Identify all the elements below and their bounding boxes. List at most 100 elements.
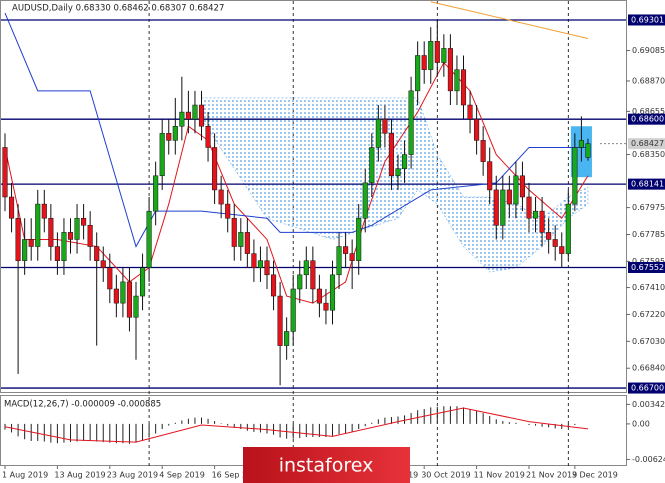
- y-tick-label: 0.67595: [632, 257, 665, 266]
- candle-body: [382, 118, 388, 134]
- x-tick-label: 1 Aug 2019: [2, 471, 48, 480]
- candle-body: [408, 90, 414, 155]
- chart-title: AUDUSD,Daily 0.68330 0.68462 0.68307 0.6…: [12, 4, 224, 14]
- level-tag: [628, 261, 665, 273]
- candle-body: [271, 274, 277, 297]
- candle-body: [578, 140, 584, 148]
- y-tick-label: 0.69085: [632, 46, 665, 55]
- candle-body: [447, 48, 453, 92]
- candle-body: [159, 133, 165, 177]
- x-tick-label: 4 Sep 2019: [159, 471, 205, 480]
- candle-body: [388, 133, 394, 177]
- macd-tick-label: 0.003423: [632, 400, 665, 409]
- level-tag: [628, 178, 665, 190]
- level-tag: [628, 14, 665, 26]
- candle-body: [460, 69, 467, 106]
- watermark-box: [243, 447, 410, 483]
- candle-body: [140, 267, 146, 297]
- level-tag: [628, 382, 665, 394]
- candle-body: [94, 246, 100, 261]
- candle-body: [421, 55, 427, 70]
- level-label: 0.68141: [631, 180, 664, 189]
- candle-body: [356, 217, 362, 261]
- candle-body: [2, 147, 8, 198]
- candle-body: [185, 111, 191, 120]
- y-tick-label: 0.67975: [632, 203, 665, 212]
- candle-body: [323, 302, 329, 311]
- candle-body: [146, 210, 152, 269]
- candle-body: [519, 175, 526, 198]
- indicator-line: [4, 61, 589, 304]
- candle-body: [205, 125, 211, 148]
- candle-body: [480, 140, 486, 162]
- candle-body: [87, 225, 93, 247]
- indicator-line: [430, 1, 589, 39]
- candle-body: [126, 281, 133, 318]
- candle-body: [284, 331, 290, 346]
- candle-body: [107, 267, 113, 290]
- candle-body: [395, 168, 401, 177]
- candle-body: [133, 295, 139, 318]
- candle-body: [61, 232, 67, 261]
- candle-body: [218, 189, 224, 205]
- candle-body: [552, 239, 558, 247]
- candle-body: [585, 143, 591, 158]
- y-tick-label: 0.66840: [632, 364, 665, 373]
- candle-body: [513, 175, 519, 205]
- candle-body: [244, 232, 250, 254]
- candle-body: [316, 288, 322, 304]
- y-tick-label: 0.68870: [632, 76, 665, 85]
- candle-body: [526, 196, 532, 219]
- candle-body: [120, 281, 126, 304]
- x-tick-label: 16 Sep 2019: [212, 471, 263, 480]
- candle-body: [493, 189, 499, 226]
- candle-body: [546, 232, 552, 240]
- candle-body: [257, 260, 263, 269]
- candle-body: [565, 203, 571, 254]
- level-tag: [628, 113, 665, 125]
- candle-body: [303, 260, 309, 276]
- candle-body: [343, 246, 349, 254]
- candle-body: [225, 203, 231, 219]
- level-label: 0.68600: [631, 115, 664, 124]
- y-tick-label: 0.67785: [632, 230, 665, 239]
- candle-body: [349, 253, 355, 261]
- candle-body: [9, 196, 15, 219]
- candle-body: [362, 182, 368, 219]
- macd-tick-label: -0.006247: [632, 455, 665, 464]
- candle-body: [467, 104, 473, 120]
- x-tick-label: 23 Aug 2019: [107, 471, 158, 480]
- candle-body: [290, 288, 296, 332]
- y-tick-label: 0.67030: [632, 337, 665, 346]
- last-price-label: 0.68427: [631, 139, 664, 148]
- candle-body: [81, 217, 87, 226]
- candle-body: [572, 147, 578, 205]
- x-tick-label: 30 Oct 2019: [421, 471, 470, 480]
- y-tick-label: 0.67410: [632, 283, 665, 292]
- watermark: instaforex: [279, 455, 374, 477]
- candle-body: [264, 260, 270, 276]
- candle-body: [22, 239, 28, 261]
- level-label: 0.69301: [631, 15, 664, 24]
- candle-body: [506, 189, 512, 205]
- candle-body: [41, 203, 47, 219]
- candle-body: [415, 55, 421, 92]
- candle-body: [336, 246, 342, 276]
- candle-body: [487, 161, 493, 191]
- candle-body: [100, 260, 106, 269]
- x-tick-label: 21 Nov 2019: [526, 471, 577, 480]
- level-label: 0.66700: [631, 384, 664, 393]
- candle-body: [172, 125, 178, 141]
- x-tick-label: 3 Dec 2019: [572, 471, 618, 480]
- candle-body: [231, 217, 237, 247]
- candle-body: [277, 295, 283, 346]
- candle-body: [402, 154, 408, 169]
- macd-signal: [4, 407, 589, 443]
- x-tick-label: 11 Nov 2019: [474, 471, 525, 480]
- candle-body: [533, 210, 539, 219]
- candle-body: [454, 69, 460, 92]
- candle-body: [474, 118, 480, 141]
- candle-body: [153, 175, 159, 212]
- candle-body: [428, 41, 434, 70]
